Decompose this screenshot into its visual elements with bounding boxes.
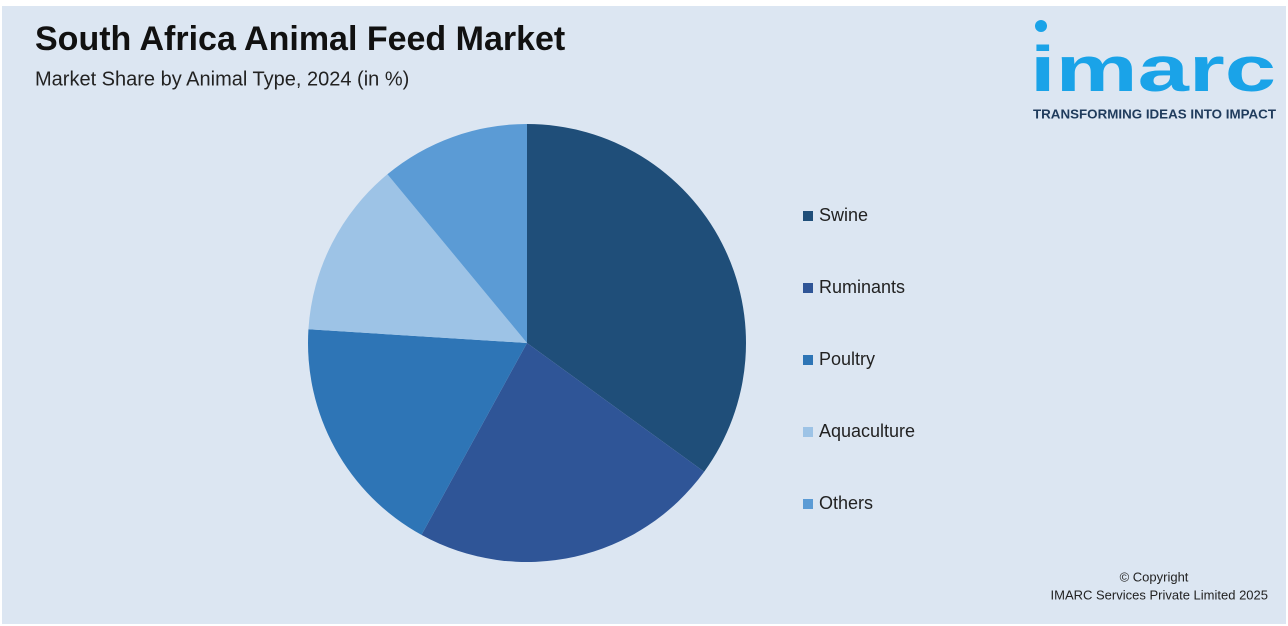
legend-swatch	[803, 499, 813, 509]
pie-slice	[308, 329, 527, 535]
chart-title: South Africa Animal Feed Market	[35, 20, 565, 58]
logo-tagline: TRANSFORMING IDEAS INTO IMPACT	[1033, 107, 1276, 121]
legend-swatch	[803, 211, 813, 221]
copyright-owner: IMARC Services Private Limited 2025	[1051, 587, 1268, 602]
legend-label: Aquaculture	[819, 421, 915, 441]
copyright: © Copyright	[1120, 569, 1189, 584]
logo-dot	[1035, 20, 1047, 32]
pie-slice	[387, 124, 527, 343]
legend-label: Poultry	[819, 349, 875, 369]
legend-swatch	[803, 427, 813, 437]
legend-label: Others	[819, 493, 873, 513]
pie-slice	[308, 174, 527, 343]
chart-subtitle: Market Share by Animal Type, 2024 (in %)	[35, 68, 409, 90]
legend-label: Swine	[819, 205, 868, 225]
pie-slice	[421, 343, 705, 562]
legend-swatch	[803, 283, 813, 293]
legend-swatch	[803, 355, 813, 365]
legend-label: Ruminants	[819, 277, 905, 297]
pie-slice	[527, 124, 746, 472]
logo: imarc	[1030, 33, 1276, 105]
